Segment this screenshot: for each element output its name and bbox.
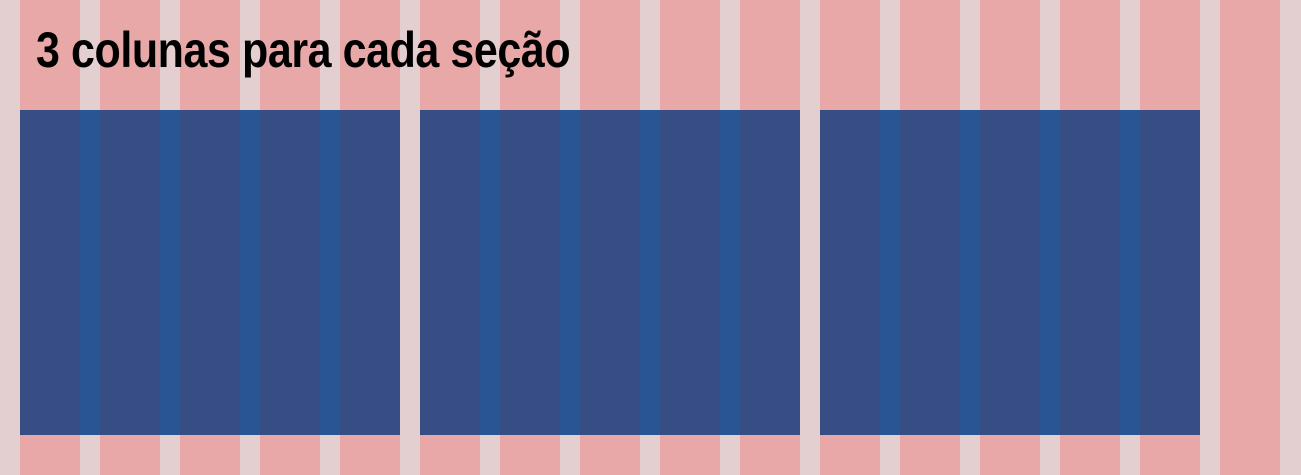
section-gutter-stripe xyxy=(640,110,660,435)
section-gutter-stripe xyxy=(560,110,580,435)
page-title: 3 colunas para cada seção xyxy=(36,22,571,78)
section-gutter-stripe xyxy=(1040,110,1060,435)
section-gutter-stripe xyxy=(480,110,500,435)
grid-column xyxy=(1220,0,1280,475)
section-gutter-stripe xyxy=(1120,110,1140,435)
section-gutter-stripe xyxy=(240,110,260,435)
section-gutter-stripe xyxy=(880,110,900,435)
section-gutter-stripe xyxy=(960,110,980,435)
section-block xyxy=(420,110,800,435)
section-gutter-stripe xyxy=(320,110,340,435)
section-gutter-stripe xyxy=(80,110,100,435)
section-gutter-stripe xyxy=(720,110,740,435)
section-block xyxy=(820,110,1200,435)
section-block xyxy=(20,110,400,435)
section-gutter-stripe xyxy=(160,110,180,435)
